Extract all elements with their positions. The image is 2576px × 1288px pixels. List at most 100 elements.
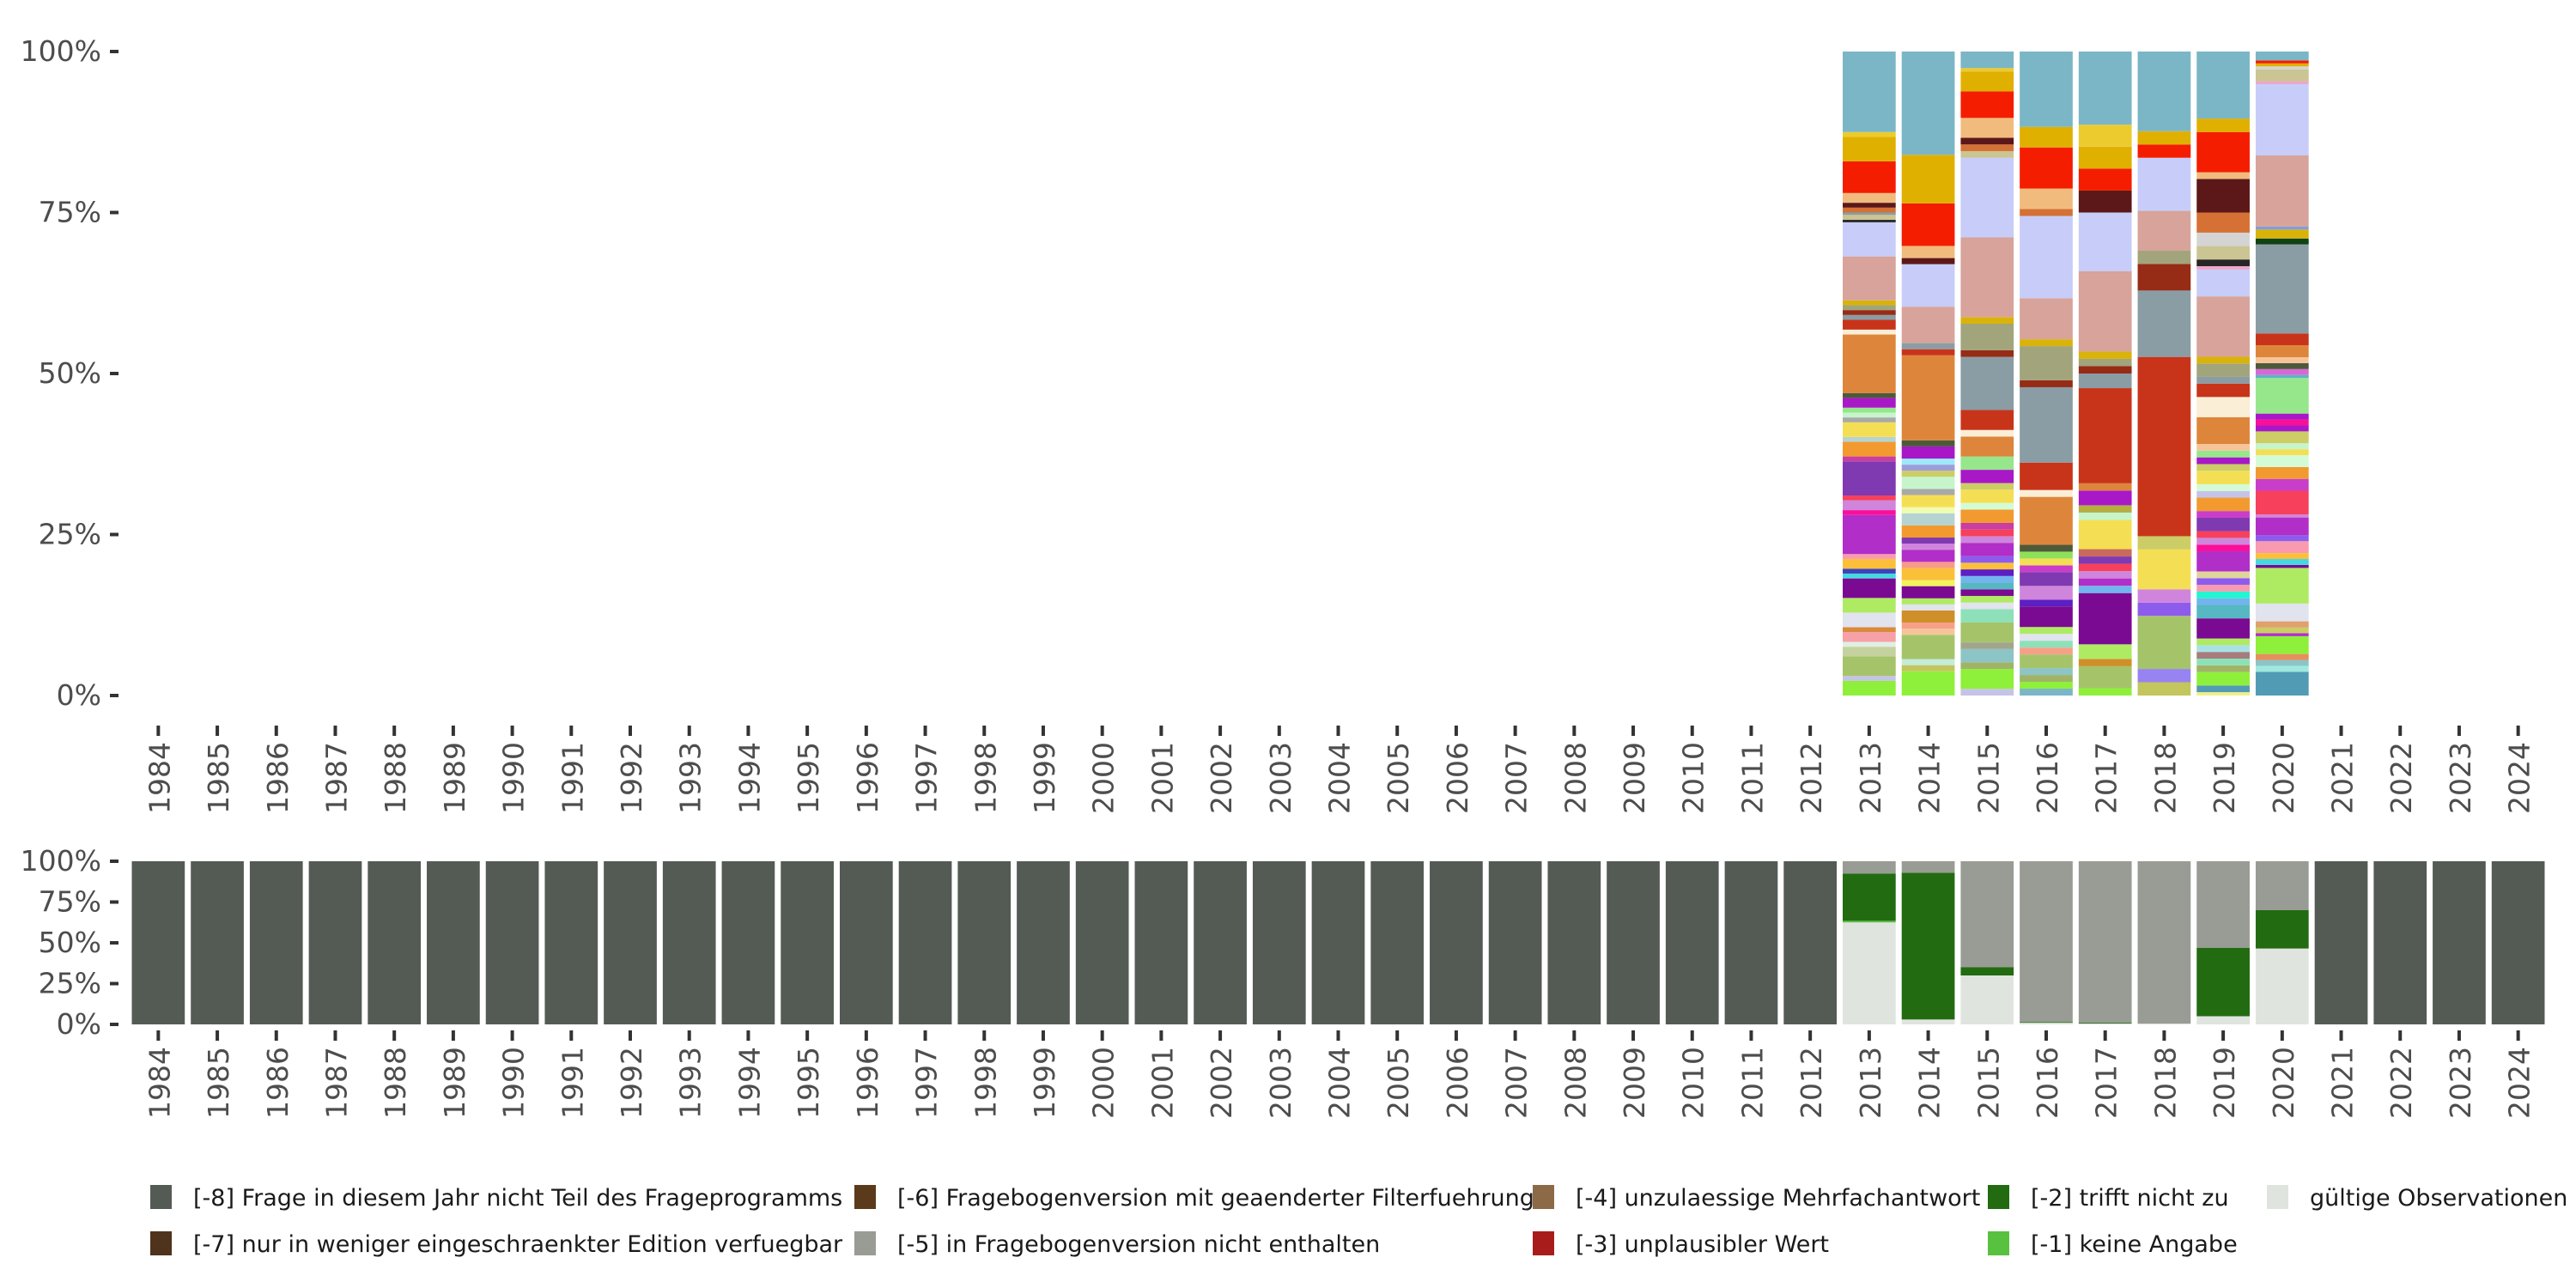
top-bar-segment	[1960, 602, 2014, 610]
bottom-bar-segment-m5	[1960, 861, 2014, 968]
top-x-tick-label: 1987	[319, 742, 353, 814]
top-bar-segment	[2255, 568, 2309, 604]
legend-swatch	[854, 1185, 876, 1209]
bottom-bar-segment-valid	[1843, 922, 1896, 1024]
top-bar-segment	[2255, 84, 2309, 155]
top-bar-segment	[2255, 621, 2309, 628]
top-bar-segment	[2137, 536, 2191, 550]
top-bar-segment	[2078, 358, 2132, 367]
top-bar-segment	[1960, 536, 2014, 544]
top-bar-segment	[2255, 419, 2309, 426]
top-bar-segment	[1843, 680, 1896, 696]
top-bar-segment	[2020, 544, 2073, 552]
top-bar-segment	[1843, 554, 1896, 559]
top-bar-segment	[2078, 212, 2132, 271]
bottom-x-tick-label: 1989	[438, 1047, 471, 1119]
top-bar-segment	[2020, 126, 2073, 148]
bottom-bar-segment-m8	[781, 861, 834, 1024]
top-bar-segment	[1843, 300, 1896, 306]
top-bar-segment	[1843, 256, 1896, 301]
top-bar-segment	[2020, 689, 2073, 696]
top-x-tick-label: 1999	[1028, 742, 1061, 814]
top-bar-segment	[2137, 290, 2191, 357]
top-bar-segment	[1960, 317, 2014, 325]
top-bar-segment	[2255, 455, 2309, 467]
top-bar-segment	[1960, 669, 2014, 690]
top-bar-segment	[2196, 397, 2250, 417]
top-bar-segment	[1960, 609, 2014, 623]
top-bar-segment	[1843, 207, 1896, 213]
bottom-x-tick-label: 2017	[2090, 1047, 2123, 1119]
top-bar-segment	[1843, 510, 1896, 515]
top-bar-segment	[1901, 246, 1955, 258]
top-bar-segment	[2255, 603, 2309, 622]
top-bar-segment	[1843, 314, 1896, 320]
top-bar-segment	[1843, 137, 1896, 161]
top-y-tick-label: 0%	[57, 678, 101, 712]
top-bar-segment	[1901, 665, 1955, 671]
top-bar-segment	[1901, 671, 1955, 696]
bottom-y-tick-label: 100%	[21, 844, 101, 878]
top-bar-segment	[1960, 569, 2014, 576]
bottom-bar-segment-m5	[1843, 861, 1896, 874]
legend-swatch	[1988, 1185, 2009, 1209]
top-bar-segment	[2020, 606, 2073, 628]
bottom-bar-segment-m8	[898, 861, 952, 1024]
top-bar-segment	[2078, 146, 2132, 169]
legend-item: [-7] nur in weniger eingeschraenkter Edi…	[150, 1231, 843, 1258]
top-bar-segment	[2020, 641, 2073, 648]
top-bar-segment	[1901, 264, 1955, 307]
top-bar-segment	[2255, 627, 2309, 634]
top-bar-segment	[2255, 374, 2309, 379]
top-bar-segment	[1901, 355, 1955, 440]
bottom-bar-segment-m8	[721, 861, 775, 1024]
top-bar-segment	[2137, 250, 2191, 264]
top-bar-segment	[2078, 519, 2132, 550]
legend-label: [-2] trifft nicht zu	[2031, 1185, 2229, 1212]
top-bar-segment	[1901, 544, 1955, 550]
top-bar-segment	[1960, 529, 2014, 537]
top-bar-segment	[2255, 155, 2309, 227]
top-bar-segment	[2020, 209, 2073, 216]
top-bar-segment	[2196, 266, 2250, 270]
bottom-x-tick-label: 1991	[556, 1047, 589, 1119]
top-bar-segment	[2020, 675, 2073, 683]
top-x-tick-label: 1985	[202, 742, 235, 814]
bottom-x-tick-label: 1984	[143, 1047, 176, 1119]
bottom-x-tick-label: 2011	[1735, 1047, 1769, 1119]
top-bar-segment	[2078, 270, 2132, 352]
top-bar-segment	[2078, 351, 2132, 359]
top-x-tick-label: 2024	[2503, 742, 2537, 814]
top-bar-segment	[2078, 388, 2132, 483]
top-bar-segment	[1843, 500, 1896, 511]
legend-item: [-8] Frage in diesem Jahr nicht Teil des…	[150, 1185, 842, 1212]
bottom-x-tick-label: 2020	[2267, 1047, 2300, 1119]
top-bar-segment	[2255, 413, 2309, 420]
bottom-bar-segment-m8	[249, 861, 303, 1024]
top-bar-segment	[1960, 356, 2014, 410]
top-bar-segment	[2078, 505, 2132, 513]
top-bar-segment	[2255, 333, 2309, 346]
legend-swatch	[150, 1185, 172, 1209]
top-bar-segment	[1901, 562, 1955, 568]
top-x-tick-label: 2002	[1205, 742, 1238, 814]
bottom-bar-segment-m8	[427, 861, 480, 1024]
top-bar-segment	[2196, 246, 2250, 260]
top-y-tick-label: 25%	[39, 518, 101, 551]
top-x-tick-label: 2004	[1323, 742, 1357, 814]
top-bar-segment	[1843, 52, 1896, 132]
top-bar-segment	[2020, 647, 2073, 655]
top-bar-segment	[1901, 258, 1955, 264]
top-bar-segment	[2196, 131, 2250, 173]
bottom-bar-segment-m8	[131, 861, 185, 1024]
bottom-bar-segment-m8	[2433, 861, 2486, 1024]
top-bar-segment	[1843, 161, 1896, 193]
bottom-bar-segment-m2	[2196, 947, 2250, 1017]
legend-swatch	[1533, 1185, 1554, 1209]
top-x-tick-label: 2020	[2267, 742, 2300, 814]
bottom-x-tick-label: 2018	[2148, 1047, 2182, 1119]
top-bar-segment	[2137, 52, 2191, 131]
top-bar-segment	[2078, 374, 2132, 389]
bottom-bar-segment-m8	[1075, 861, 1129, 1024]
top-bar-segment	[2255, 633, 2309, 636]
